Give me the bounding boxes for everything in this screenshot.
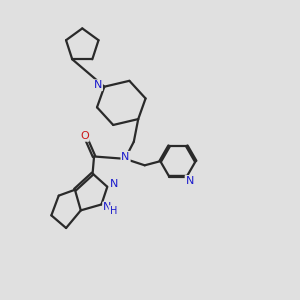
Text: N: N [103, 202, 112, 212]
Text: N: N [186, 176, 194, 186]
Text: H: H [110, 206, 117, 216]
Text: N: N [110, 179, 118, 190]
Text: O: O [80, 131, 89, 141]
Text: N: N [94, 80, 102, 90]
Text: N: N [122, 152, 130, 162]
